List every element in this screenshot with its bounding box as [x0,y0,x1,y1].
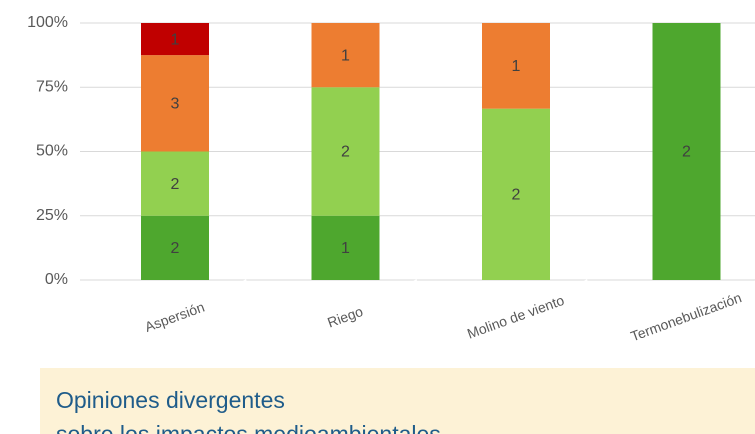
bar-segment [141,151,209,216]
y-tick-label: 50% [36,143,68,160]
bar-segment [311,87,380,216]
y-tick-label: 100% [27,14,68,31]
data-label: 2 [341,144,350,161]
y-tick-label: 25% [36,207,68,224]
x-tick-bg [436,279,596,357]
bar-segment [311,215,380,280]
data-label: 2 [682,144,691,161]
bar-segment [141,23,209,56]
bar-segment [311,23,380,88]
x-tick: Riego [266,279,425,357]
x-tick: Molino de viento [436,279,596,357]
note-line: sobre los impactos medioambientales [56,421,441,434]
x-tick-bg [607,279,755,357]
bar-segment [482,108,550,281]
bar-segment [652,23,721,280]
data-label: 2 [171,240,180,257]
data-label: 1 [341,240,350,257]
x-tick: Termonebulización [607,279,755,357]
x-tick-bg [95,279,255,357]
bar-segment [141,215,209,280]
y-tick-label: 75% [36,78,68,95]
x-tick: Aspersión [95,279,255,357]
note-box [40,368,755,434]
note-line: Opiniones divergentes [56,387,285,413]
x-tick-bg [266,279,425,357]
bar-segment [482,23,550,109]
y-tick-label: 0% [45,271,68,288]
data-label: 2 [512,187,521,204]
data-label: 3 [171,96,180,113]
x-tick-label: Termonebulización [628,289,743,344]
data-label: 1 [512,58,521,75]
data-label: 1 [341,47,350,64]
data-label: 2 [171,176,180,193]
data-label: 1 [171,31,180,48]
bar-segment [141,55,209,152]
